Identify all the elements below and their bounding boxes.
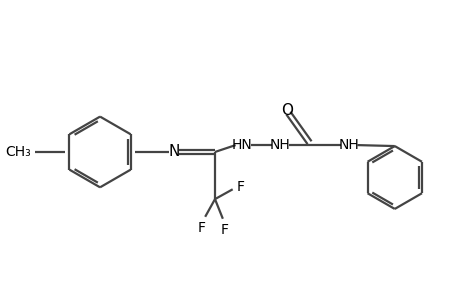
Text: F: F bbox=[236, 180, 244, 194]
Text: NH: NH bbox=[337, 138, 358, 152]
Text: NH: NH bbox=[269, 138, 290, 152]
Text: CH₃: CH₃ bbox=[6, 145, 31, 159]
Text: N: N bbox=[168, 145, 179, 160]
Text: O: O bbox=[280, 103, 292, 118]
Text: F: F bbox=[197, 221, 205, 235]
Text: HN: HN bbox=[232, 138, 252, 152]
Text: F: F bbox=[220, 223, 228, 237]
